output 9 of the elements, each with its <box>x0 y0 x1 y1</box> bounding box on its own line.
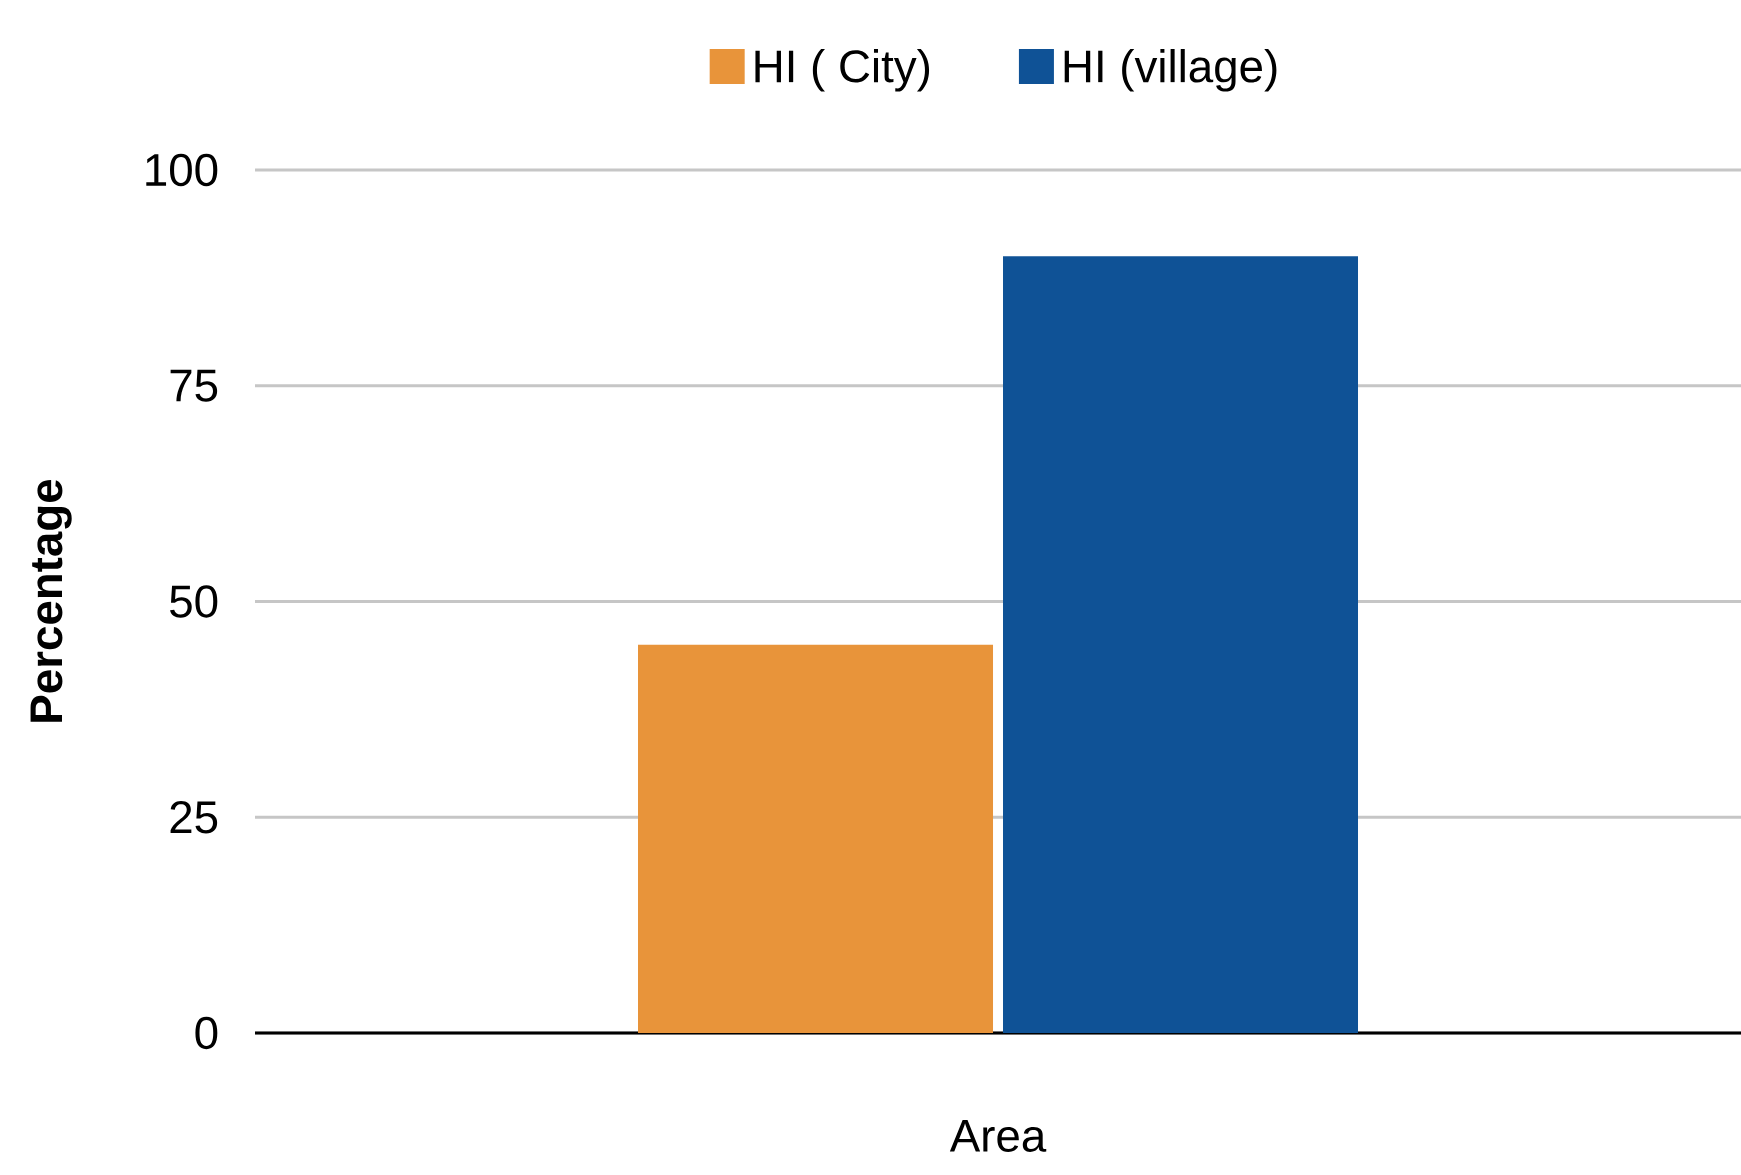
y-tick-label: 0 <box>195 1016 218 1050</box>
x-axis-title: Area <box>949 1120 1047 1152</box>
y-tick-label: 50 <box>170 585 218 618</box>
legend-label: HI ( City) <box>755 49 930 92</box>
y-axis-title: Percentage <box>30 479 72 722</box>
legend-label: HI (village) <box>1064 49 1277 92</box>
y-tick-label: 75 <box>170 369 218 402</box>
y-tick-label: 25 <box>170 801 218 834</box>
y-tick-label: 100 <box>146 153 218 187</box>
